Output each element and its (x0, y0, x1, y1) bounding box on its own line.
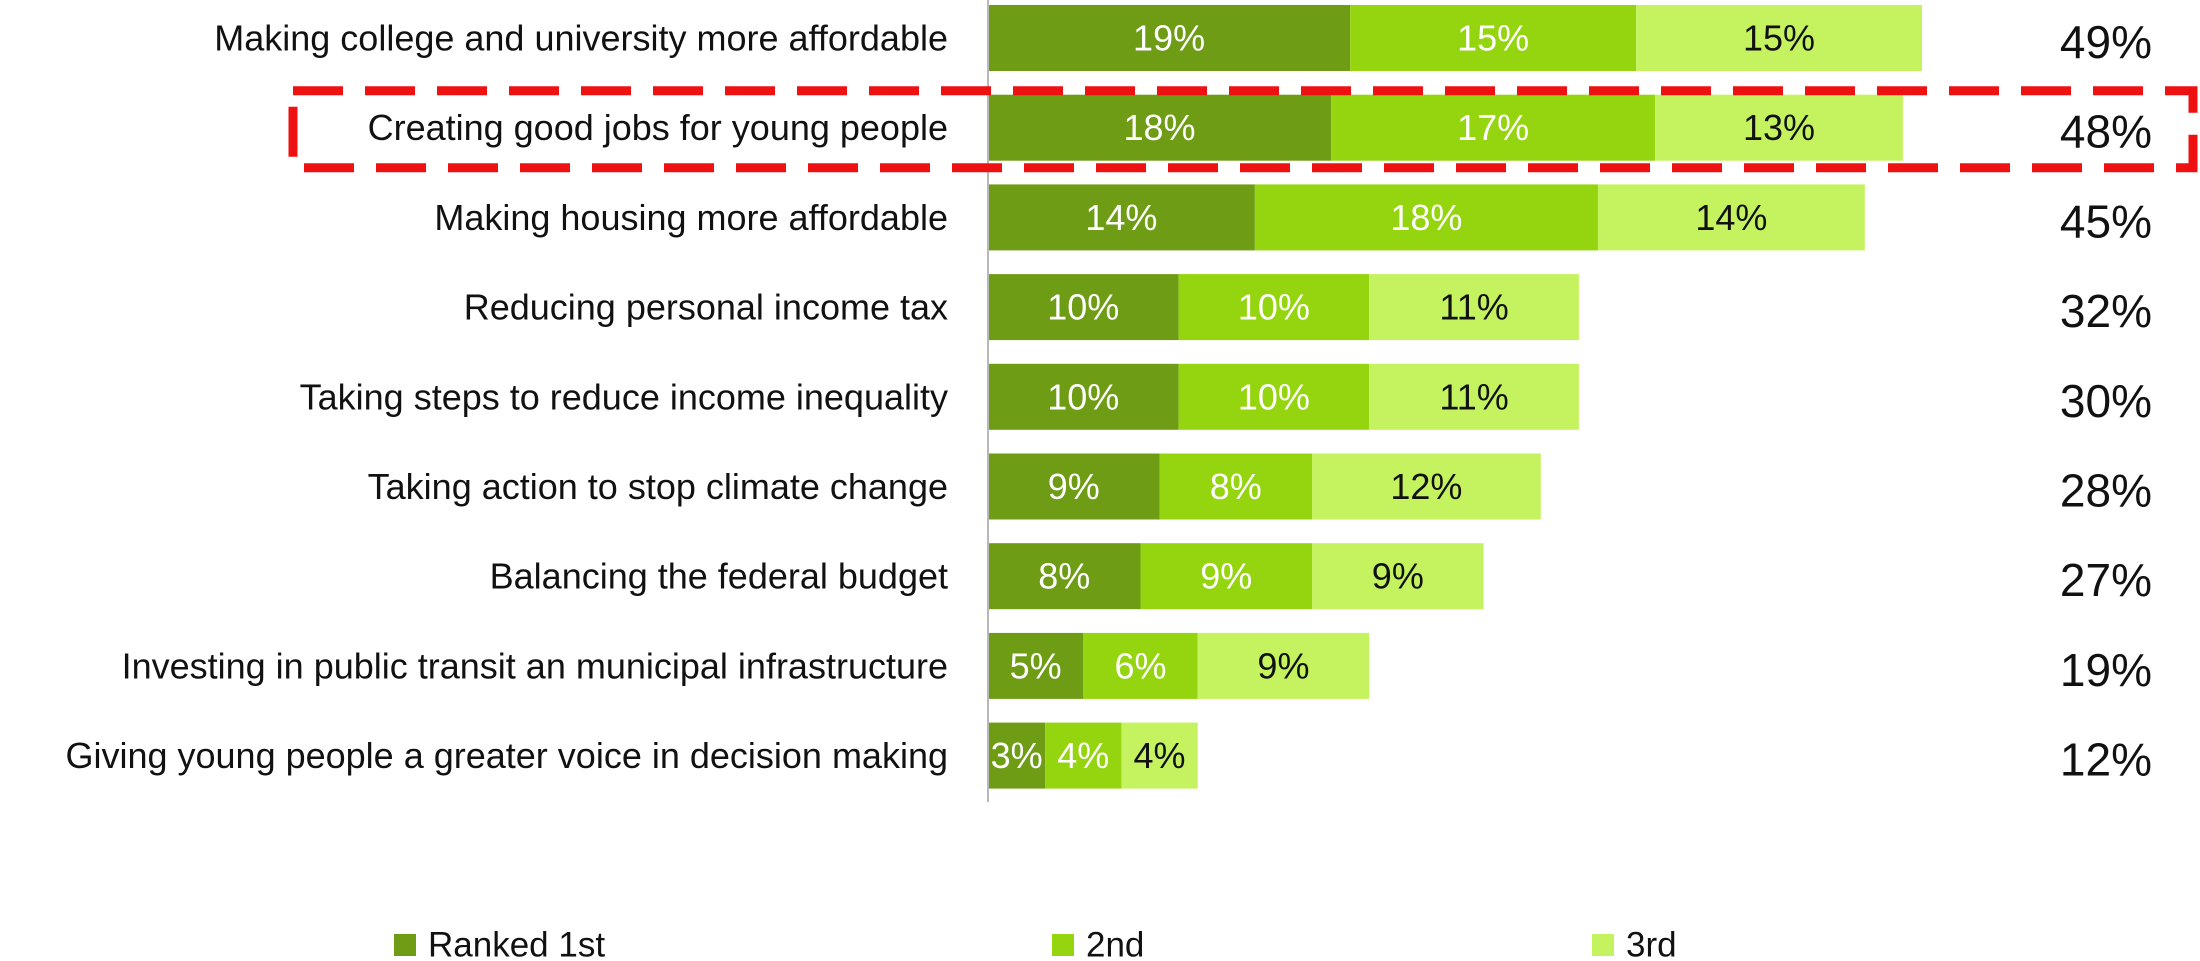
bar-segment-3 (1597, 184, 1865, 251)
category-label: Giving young people a greater voice in d… (65, 735, 948, 776)
bar-segment-2 (1083, 632, 1198, 699)
legend-swatch (1592, 934, 1614, 956)
bar-segment-3 (1369, 274, 1579, 341)
data-label: 5% (1010, 645, 1062, 686)
total-labels-group: 49% 48% 45% 32% 30% 28% 27% 19% 12% (2060, 16, 2152, 786)
category-label: Creating good jobs for young people (368, 107, 948, 148)
data-label: 14% (1085, 197, 1157, 238)
total-label: 45% (2060, 195, 2152, 247)
bar-segment-1 (988, 5, 1351, 71)
data-label: 3% (991, 735, 1043, 776)
data-label: 9% (1372, 556, 1424, 597)
legend-swatch (1052, 934, 1074, 956)
bar-segment-1 (988, 722, 1046, 789)
category-labels-group: Making college and university more affor… (65, 18, 948, 777)
bar-segment-3 (1636, 5, 1922, 71)
data-label: 10% (1238, 287, 1310, 328)
data-label: 6% (1114, 645, 1166, 686)
bar-segment-2 (1254, 184, 1598, 251)
bar-segment-1 (988, 363, 1179, 430)
data-label: 13% (1743, 107, 1815, 148)
bar-segment-2 (1178, 363, 1370, 430)
data-label: 9% (1257, 645, 1309, 686)
data-label: 10% (1238, 376, 1310, 417)
legend-label: 3rd (1626, 926, 1677, 961)
bar-segment-3 (1312, 453, 1541, 520)
bar-segment-2 (1350, 5, 1637, 71)
bar-segment-3 (1655, 94, 1903, 161)
highlight-group (288, 86, 2198, 173)
data-label: 8% (1038, 556, 1090, 597)
category-label: Investing in public transit an municipal… (122, 645, 948, 686)
bar-segment-1 (988, 274, 1179, 341)
legend: Ranked 1st 2nd 3rd (394, 926, 1677, 961)
total-label: 30% (2060, 375, 2152, 427)
segment-labels-group: 19% 15% 15% 18% 17% 13% 14% 18% 14% 10% 10% 11% 10% 1… (991, 18, 1815, 777)
category-label: Making housing more affordable (434, 197, 948, 238)
data-label: 18% (1124, 107, 1196, 148)
data-label: 19% (1133, 18, 1205, 59)
bar-segment-1 (988, 94, 1332, 161)
data-label: 17% (1457, 107, 1529, 148)
data-label: 14% (1695, 197, 1767, 238)
data-label: 4% (1057, 735, 1109, 776)
category-label: Reducing personal income tax (464, 287, 948, 328)
data-label: 12% (1390, 466, 1462, 507)
data-label: 10% (1047, 376, 1119, 417)
bars-group (988, 5, 1922, 789)
total-label: 27% (2060, 554, 2152, 606)
bar-segment-3 (1369, 363, 1579, 430)
bar-segment-1 (988, 453, 1160, 520)
legend-label: 2nd (1086, 926, 1144, 961)
data-label: 9% (1200, 556, 1252, 597)
bar-segment-1 (988, 543, 1141, 610)
data-label: 15% (1457, 18, 1529, 59)
data-label: 11% (1439, 287, 1508, 328)
data-label: 4% (1134, 735, 1186, 776)
category-label: Balancing the federal budget (490, 556, 948, 597)
category-label: Making college and university more affor… (214, 18, 948, 59)
bar-segment-3 (1197, 632, 1370, 699)
total-label: 48% (2060, 106, 2152, 158)
total-label: 12% (2060, 734, 2152, 786)
data-label: 8% (1210, 466, 1262, 507)
total-label: 49% (2060, 16, 2152, 68)
bar-segment-1 (988, 632, 1084, 699)
data-label: 15% (1743, 18, 1815, 59)
bar-segment-3 (1121, 722, 1198, 789)
category-label: Taking steps to reduce income inequality (300, 376, 948, 417)
bar-segment-1 (988, 184, 1255, 251)
bar-segment-2 (1178, 274, 1370, 341)
bar-segment-2 (1045, 722, 1122, 789)
bar-segment-2 (1159, 453, 1313, 520)
highlight-box (288, 86, 2198, 173)
data-label: 9% (1048, 466, 1100, 507)
data-label: 10% (1047, 287, 1119, 328)
data-label: 18% (1390, 197, 1462, 238)
total-label: 32% (2060, 285, 2152, 337)
bar-segment-2 (1140, 543, 1313, 610)
bar-segment-2 (1331, 94, 1656, 161)
total-label: 19% (2060, 644, 2152, 696)
bar-segment-3 (1312, 543, 1484, 610)
legend-label: Ranked 1st (428, 926, 605, 961)
legend-swatch (394, 934, 416, 956)
category-label: Taking action to stop climate change (368, 466, 948, 507)
total-label: 28% (2060, 465, 2152, 517)
data-label: 11% (1439, 376, 1508, 417)
